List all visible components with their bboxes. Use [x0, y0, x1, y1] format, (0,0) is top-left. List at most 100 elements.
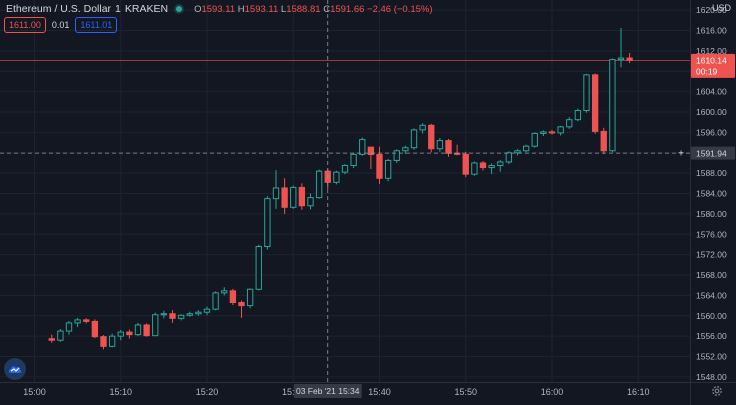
candle-body: [514, 150, 521, 154]
candle: [246, 288, 254, 309]
y-tick-label: 1560.00: [696, 311, 727, 321]
candle: [548, 129, 556, 135]
candle: [410, 128, 418, 150]
candle: [445, 139, 452, 157]
y-tick-label: 1564.00: [696, 290, 727, 300]
candle: [229, 288, 237, 306]
y-tick-label: 1552.00: [696, 352, 727, 362]
candle-body: [410, 129, 418, 149]
y-tick-label: 1572.00: [696, 250, 727, 260]
countdown-label-bg: [691, 64, 735, 78]
x-tick-label: 15:00: [23, 387, 46, 397]
interval-label[interactable]: 1: [115, 3, 121, 15]
market-open-dot-icon: [176, 6, 183, 12]
buy-button[interactable]: 1611.01: [75, 17, 118, 33]
candle: [134, 322, 142, 337]
y-tick-label: 1616.00: [696, 26, 727, 36]
candle-body: [169, 313, 176, 319]
candle: [298, 183, 306, 210]
crosshair-time-bg: [293, 384, 362, 398]
candle-body: [186, 313, 193, 316]
crosshair-price-label-text: 1591.94: [696, 148, 727, 158]
candle: [238, 300, 245, 318]
candle: [290, 185, 297, 209]
x-tick-label: 16:10: [627, 387, 650, 397]
candle-body: [83, 319, 90, 322]
close-value: 1591.66: [330, 3, 365, 15]
last-price-label-bg: [691, 53, 735, 67]
symbol-name[interactable]: Ethereum / U.S. Dollar: [6, 3, 112, 15]
candle-body: [419, 124, 426, 131]
candle-body: [445, 140, 452, 154]
candle: [160, 310, 168, 319]
candle-body: [505, 152, 513, 163]
candle: [333, 170, 340, 185]
symbol-legend: Ethereum / U.S. Dollar 1 KRAKEN O1593.11…: [6, 3, 433, 15]
candle: [617, 28, 625, 68]
gear-icon[interactable]: [710, 384, 724, 398]
candle: [272, 170, 280, 209]
candle-body: [57, 330, 64, 341]
countdown-label: 00:19: [691, 64, 735, 78]
candle: [574, 108, 582, 122]
candle: [169, 310, 176, 323]
candle-body: [531, 132, 538, 147]
candle-body: [617, 57, 625, 61]
candle: [600, 127, 607, 154]
candle-body: [471, 162, 478, 175]
low-value: 1588.81: [286, 3, 321, 15]
candle: [497, 159, 504, 172]
candle-body: [479, 162, 487, 169]
candle-body: [384, 159, 392, 179]
candle: [195, 310, 202, 316]
y-tick-label: 1604.00: [696, 87, 727, 97]
candle-body: [212, 292, 219, 310]
candle: [359, 137, 366, 156]
ohlc-values: O1593.11 H1593.11 L1588.81 C1591.66 −2.4…: [194, 3, 433, 15]
y-tick-label: 1548.00: [696, 372, 727, 382]
sell-button[interactable]: 1611.00: [4, 17, 46, 33]
candle-body: [557, 126, 564, 134]
candle: [428, 123, 435, 153]
candle: [540, 130, 547, 136]
open-value: 1593.11: [201, 3, 236, 15]
y-tick-label: 1588.00: [696, 168, 727, 178]
candle-body: [281, 187, 288, 208]
candle-body: [540, 131, 547, 134]
candle: [609, 58, 616, 153]
x-tick-label: 15:20: [196, 387, 219, 397]
candle-body: [152, 314, 159, 337]
candle-body: [497, 161, 504, 167]
candle-body: [462, 153, 469, 175]
candle: [462, 151, 469, 178]
candle: [152, 312, 159, 337]
candle-body: [402, 147, 409, 152]
x-tick-label: 15:50: [454, 387, 477, 397]
change-value: −2.46 (−0.15%): [367, 3, 433, 15]
candle: [350, 152, 357, 169]
candle: [505, 151, 513, 165]
tradingview-cloud-icon[interactable]: [4, 358, 26, 380]
candle-body: [74, 319, 81, 324]
candle-body: [359, 139, 366, 155]
candle-body: [134, 324, 142, 336]
candle: [402, 145, 409, 154]
y-tick-label: 1580.00: [696, 209, 727, 219]
candle: [91, 319, 99, 339]
candle: [212, 291, 219, 311]
trade-panel: 1611.00 0.01 1611.01: [4, 17, 118, 33]
candle: [48, 334, 55, 343]
currency-label[interactable]: USD: [711, 3, 731, 13]
candle-body: [522, 145, 530, 152]
candle: [471, 161, 478, 176]
high-value: 1593.11: [244, 3, 279, 15]
candle-body: [221, 290, 228, 294]
candle: [583, 73, 590, 113]
candle-body: [341, 165, 349, 173]
candle-body: [290, 186, 297, 208]
candle-body: [436, 140, 444, 150]
y-tick-label: 1584.00: [696, 189, 727, 199]
candle: [83, 318, 90, 324]
x-tick-label: 15:40: [368, 387, 391, 397]
